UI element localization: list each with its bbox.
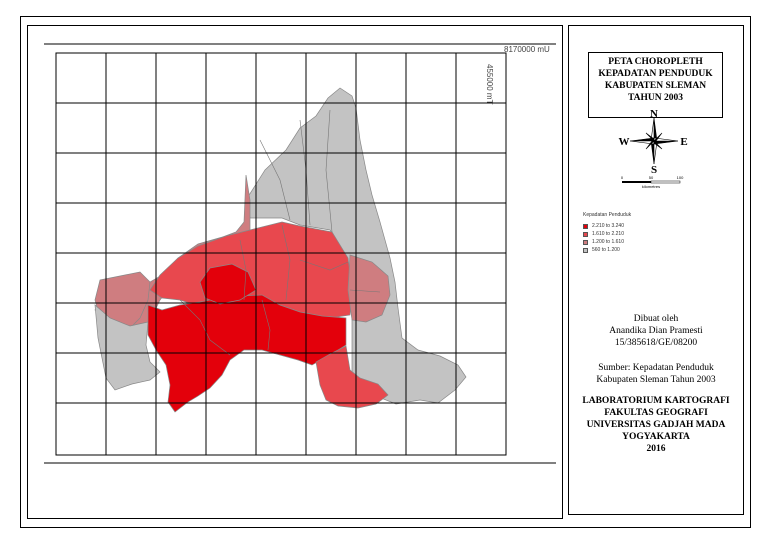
legend-label: 560 to 1.200 bbox=[592, 247, 620, 253]
author-credit: Dibuat oleh Anandika Dian Pramesti 15/38… bbox=[570, 313, 742, 349]
scale-tick-50: 50 bbox=[649, 175, 654, 180]
legend-title: Kepadatan Penduduk bbox=[583, 212, 632, 218]
lab-affiliation: LABORATORIUM KARTOGRAFI FAKULTAS GEOGRAF… bbox=[570, 395, 742, 455]
lab-line: YOGYAKARTA bbox=[622, 432, 690, 442]
region-east-pink bbox=[347, 254, 391, 323]
grid-coordinate-easting: 455000 mT bbox=[485, 64, 494, 105]
map-title-line: KEPADATAN PENDUDUK bbox=[598, 69, 713, 79]
legend-swatch bbox=[583, 239, 588, 245]
map-sheet-border bbox=[20, 16, 751, 528]
compass-n: N bbox=[650, 108, 658, 120]
scale-bar: 0 50 100 kilometres bbox=[621, 175, 684, 189]
legend-item: 560 to 1.200 bbox=[583, 246, 631, 254]
made-by-label: Dibuat oleh bbox=[633, 314, 679, 324]
legend-swatch bbox=[583, 231, 588, 237]
region-southeast bbox=[315, 345, 389, 409]
lab-line: 2016 bbox=[646, 444, 666, 454]
legend-label: 1.200 to 1.610 bbox=[592, 239, 624, 245]
compass-s: S bbox=[651, 164, 657, 174]
sleman-regions bbox=[94, 87, 467, 413]
region-west-gray bbox=[94, 304, 161, 391]
region-central-dark bbox=[199, 263, 257, 305]
legend-swatch bbox=[583, 247, 588, 253]
north-arrow-compass-icon: N S E W bbox=[619, 108, 688, 174]
legend-label: 2.210 to 3.240 bbox=[592, 223, 624, 229]
legend-item: 1.610 to 2.210 bbox=[583, 230, 631, 238]
compass-w: W bbox=[619, 136, 630, 148]
coordinate-grid bbox=[55, 52, 507, 456]
map-title-line: TAHUN 2003 bbox=[628, 93, 683, 103]
legend: Kepadatan Penduduk 2.210 to 3.240 1.610 … bbox=[583, 212, 631, 254]
map-title-line: PETA CHOROPLETH bbox=[608, 57, 703, 67]
legend-item: 2.210 to 3.240 bbox=[583, 222, 631, 230]
legend-item: 1.200 to 1.610 bbox=[583, 238, 631, 246]
lab-line: FAKULTAS GEOGRAFI bbox=[604, 408, 708, 418]
lab-line: LABORATORIUM KARTOGRAFI bbox=[582, 396, 730, 406]
lab-line: UNIVERSITAS GADJAH MADA bbox=[586, 420, 726, 430]
source-line: Sumber: Kepadatan Penduduk bbox=[598, 363, 714, 373]
data-source: Sumber: Kepadatan Penduduk Kabupaten Sle… bbox=[570, 362, 742, 386]
map-title-box: PETA CHOROPLETH KEPADATAN PENDUDUK KABUP… bbox=[588, 52, 723, 118]
source-line: Kabupaten Sleman Tahun 2003 bbox=[596, 375, 716, 385]
info-panel bbox=[568, 25, 744, 515]
author-name: Anandika Dian Pramesti bbox=[609, 326, 703, 336]
scale-tick-0: 0 bbox=[621, 175, 624, 180]
legend-label: 1.610 to 2.210 bbox=[592, 231, 624, 237]
map-title-line: KABUPATEN SLEMAN bbox=[604, 81, 707, 91]
legend-swatch bbox=[583, 223, 588, 229]
author-nim: 15/385618/GE/08200 bbox=[614, 338, 698, 348]
scale-unit: kilometres bbox=[642, 184, 660, 189]
grid-coordinate-northing: 8170000 mU bbox=[504, 45, 550, 54]
compass-e: E bbox=[680, 136, 687, 148]
map-frame bbox=[27, 25, 563, 519]
scale-tick-100: 100 bbox=[677, 175, 684, 180]
